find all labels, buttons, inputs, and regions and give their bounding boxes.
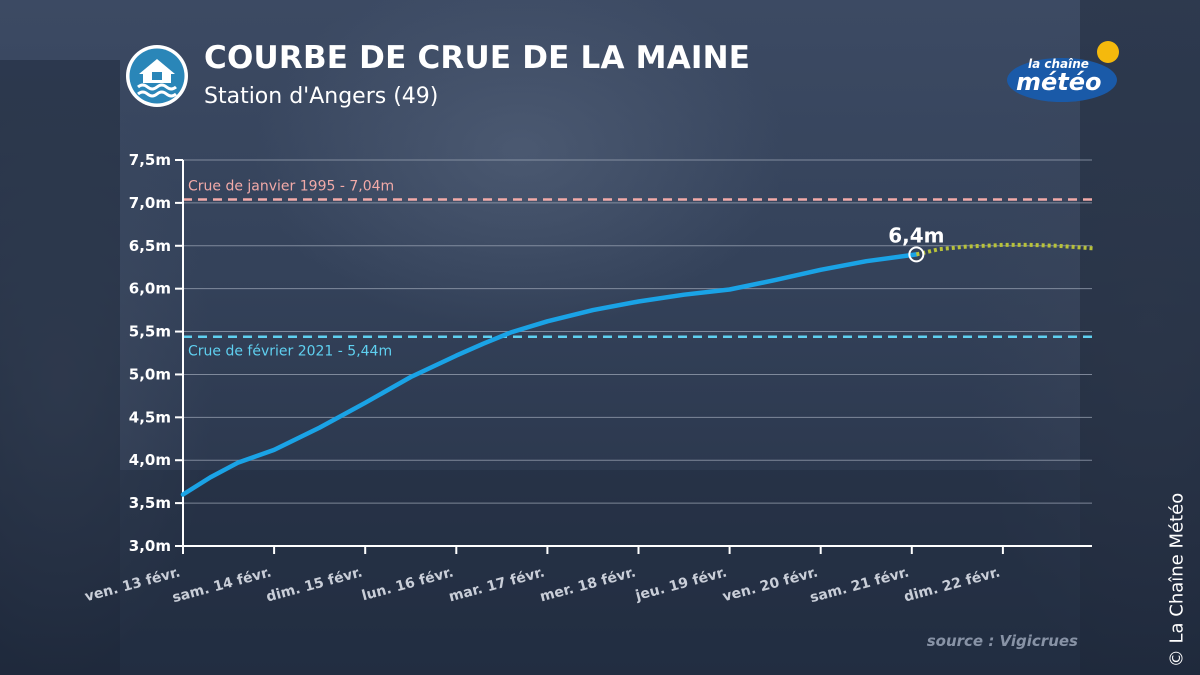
reference-lines: Crue de janvier 1995 - 7,04m Crue de févr… xyxy=(183,178,1092,360)
chart-title: COURBE DE CRUE DE LA MAINE xyxy=(204,40,751,76)
y-tick-label: 6,5m xyxy=(129,237,171,255)
logo-text-main: météo xyxy=(1016,68,1102,96)
y-tick-label: 3,5m xyxy=(129,494,171,512)
x-tick-label: jeu. 19 févr. xyxy=(633,564,729,604)
x-tick-label: mar. 17 févr. xyxy=(447,564,546,605)
series-layer xyxy=(180,242,1095,497)
x-tick-label: ven. 13 févr. xyxy=(83,564,182,605)
grid-lines xyxy=(183,159,1092,504)
x-tick-label: sam. 14 févr. xyxy=(171,564,274,606)
y-tick-label: 5,5m xyxy=(129,323,171,341)
chart-axes xyxy=(182,160,1092,547)
background-street xyxy=(120,470,1080,675)
y-tick-label: 6,0m xyxy=(129,280,171,298)
annotation-label: 6,4m xyxy=(888,223,944,247)
y-tick-label: 7,0m xyxy=(129,194,171,212)
y-tick-label: 4,5m xyxy=(129,408,171,426)
y-tick-label: 4,0m xyxy=(129,451,171,469)
annotation-layer: 6,4m xyxy=(888,223,944,263)
chart-subtitle: Station d'Angers (49) xyxy=(204,84,439,109)
copyright-text: © La Chaîne Météo xyxy=(1166,492,1188,668)
reference-line-label: Crue de février 2021 - 5,44m xyxy=(188,344,392,360)
annotation-marker xyxy=(908,246,925,263)
la-chaine-meteo-logo: la chaîne météo xyxy=(1007,41,1119,102)
background-building-left xyxy=(0,60,120,675)
source-credit: source : Vigicrues xyxy=(926,632,1078,650)
x-axis-ticks: ven. 13 févr.sam. 14 févr.dim. 15 févr.l… xyxy=(83,546,1004,606)
background-building-right xyxy=(1080,0,1200,675)
y-axis-ticks: 3,0m 3,5m 4,0m 4,5m 5,0m 5,5m 6,0m 6,5m 7,0m 7,5m xyxy=(129,151,183,555)
y-tick-label: 7,5m xyxy=(129,151,171,169)
x-tick-label: lun. 16 févr. xyxy=(360,564,455,604)
y-tick-label: 5,0m xyxy=(129,365,171,383)
x-tick-label: mer. 18 févr. xyxy=(538,564,637,605)
reference-line-label: Crue de janvier 1995 - 7,04m xyxy=(188,178,394,194)
x-tick-label: ven. 20 févr. xyxy=(721,564,820,605)
x-tick-label: dim. 22 févr. xyxy=(902,564,1002,605)
y-tick-label: 3,0m xyxy=(129,537,171,555)
x-tick-label: sam. 21 févr. xyxy=(808,564,911,606)
x-tick-label: dim. 15 févr. xyxy=(265,564,365,605)
logo-text-top: la chaîne xyxy=(1028,57,1089,71)
observed-series-line xyxy=(180,252,919,497)
flood-house-icon xyxy=(126,45,188,107)
